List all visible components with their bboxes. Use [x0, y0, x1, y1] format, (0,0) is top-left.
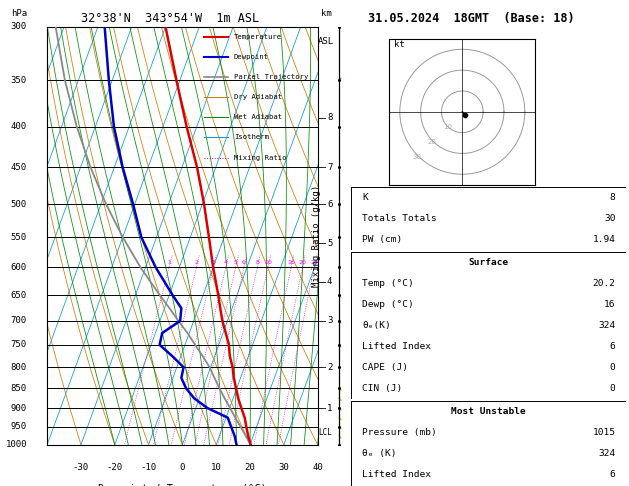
Text: 6: 6 — [610, 469, 615, 479]
Text: 8: 8 — [327, 113, 332, 122]
Text: Pressure (mb): Pressure (mb) — [362, 428, 437, 437]
Text: 650: 650 — [11, 291, 27, 300]
Text: 6: 6 — [242, 260, 246, 265]
Text: θₑ(K): θₑ(K) — [362, 321, 391, 330]
Text: Parcel Trajectory: Parcel Trajectory — [234, 74, 308, 80]
Text: 31.05.2024  18GMT  (Base: 18): 31.05.2024 18GMT (Base: 18) — [369, 12, 575, 25]
Text: 8: 8 — [255, 260, 259, 265]
Text: Mixing Ratio: Mixing Ratio — [234, 155, 286, 160]
Text: CAPE (J): CAPE (J) — [362, 363, 408, 372]
Text: 30: 30 — [413, 154, 422, 160]
Text: 900: 900 — [11, 403, 27, 413]
Text: 1: 1 — [167, 260, 171, 265]
Text: ASL: ASL — [318, 37, 334, 46]
Text: θₑ (K): θₑ (K) — [362, 449, 396, 458]
Text: Dry Adiabat: Dry Adiabat — [234, 94, 282, 101]
Text: 800: 800 — [11, 363, 27, 372]
Text: 25: 25 — [310, 260, 318, 265]
Text: 30: 30 — [279, 464, 289, 472]
Text: Mixing Ratio (g/kg): Mixing Ratio (g/kg) — [312, 185, 321, 287]
Text: -30: -30 — [73, 464, 89, 472]
Text: 5: 5 — [327, 239, 332, 248]
Text: 500: 500 — [11, 200, 27, 208]
Text: CIN (J): CIN (J) — [362, 383, 403, 393]
Text: 10: 10 — [264, 260, 272, 265]
Text: 32°38'N  343°54'W  1m ASL: 32°38'N 343°54'W 1m ASL — [81, 12, 259, 25]
Text: 0: 0 — [180, 464, 185, 472]
Text: Totals Totals: Totals Totals — [362, 214, 437, 223]
Text: 7: 7 — [327, 163, 332, 172]
Text: 20.2: 20.2 — [593, 279, 615, 288]
Text: 10: 10 — [443, 124, 452, 130]
Text: 20: 20 — [245, 464, 255, 472]
Text: 950: 950 — [11, 422, 27, 432]
Text: 8: 8 — [610, 193, 615, 202]
Text: Wet Adiabat: Wet Adiabat — [234, 114, 282, 121]
Text: 1015: 1015 — [593, 428, 615, 437]
Text: 3: 3 — [327, 316, 332, 325]
Text: 6: 6 — [610, 342, 615, 351]
Text: Isotherm: Isotherm — [234, 135, 269, 140]
Text: 40: 40 — [312, 464, 323, 472]
Text: -10: -10 — [140, 464, 157, 472]
Text: 600: 600 — [11, 263, 27, 272]
Text: 5: 5 — [234, 260, 238, 265]
Text: 0: 0 — [610, 363, 615, 372]
Text: kt: kt — [394, 40, 404, 49]
Text: 324: 324 — [598, 449, 615, 458]
Text: 300: 300 — [11, 22, 27, 31]
Text: -20: -20 — [107, 464, 123, 472]
Text: 350: 350 — [11, 76, 27, 85]
Text: 400: 400 — [11, 122, 27, 131]
Text: Lifted Index: Lifted Index — [362, 342, 431, 351]
Text: 700: 700 — [11, 316, 27, 325]
Text: 30: 30 — [604, 214, 615, 223]
Text: Dewpoint: Dewpoint — [234, 54, 269, 60]
Text: Temperature: Temperature — [234, 34, 282, 40]
Text: Dewp (°C): Dewp (°C) — [362, 300, 414, 309]
Text: 450: 450 — [11, 163, 27, 172]
Text: K: K — [362, 193, 368, 202]
Text: 20: 20 — [428, 139, 437, 145]
Text: 16: 16 — [287, 260, 295, 265]
Text: 0: 0 — [610, 383, 615, 393]
Text: Temp (°C): Temp (°C) — [362, 279, 414, 288]
Text: 3: 3 — [211, 260, 215, 265]
Text: 6: 6 — [327, 200, 332, 208]
Text: Most Unstable: Most Unstable — [452, 407, 526, 416]
Text: hPa: hPa — [11, 9, 27, 18]
Text: 20: 20 — [299, 260, 306, 265]
Text: 1000: 1000 — [6, 440, 27, 449]
Text: 16: 16 — [604, 300, 615, 309]
Text: PW (cm): PW (cm) — [362, 235, 403, 244]
Text: km: km — [321, 9, 331, 18]
Text: Lifted Index: Lifted Index — [362, 469, 431, 479]
Text: 750: 750 — [11, 340, 27, 349]
Text: 1: 1 — [327, 403, 332, 413]
Text: Surface: Surface — [469, 258, 509, 267]
Text: 2: 2 — [327, 363, 332, 372]
Text: 324: 324 — [598, 321, 615, 330]
Text: 850: 850 — [11, 384, 27, 393]
Text: 550: 550 — [11, 233, 27, 242]
Text: LCL: LCL — [318, 428, 332, 437]
Text: 4: 4 — [327, 277, 332, 286]
Text: 10: 10 — [211, 464, 221, 472]
Text: Dewpoint / Temperature (°C): Dewpoint / Temperature (°C) — [98, 485, 267, 486]
Text: 2: 2 — [194, 260, 198, 265]
Text: 4: 4 — [224, 260, 228, 265]
Text: 1.94: 1.94 — [593, 235, 615, 244]
